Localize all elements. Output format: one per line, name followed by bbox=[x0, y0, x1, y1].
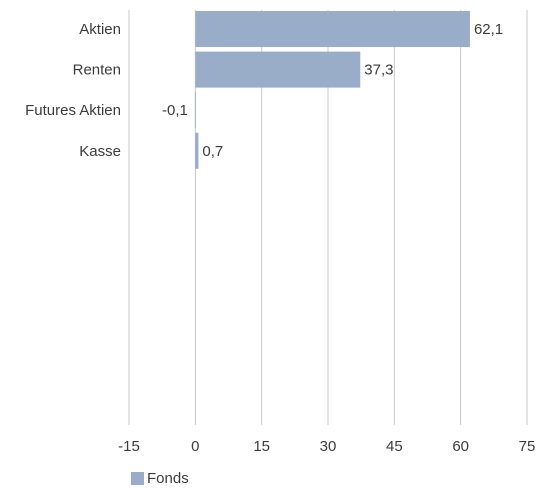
bar bbox=[194, 92, 196, 129]
data-label: 62,1 bbox=[474, 21, 503, 38]
bars bbox=[194, 11, 470, 169]
x-tick-label: 75 bbox=[519, 438, 536, 455]
x-tick-label: 15 bbox=[253, 438, 270, 455]
data-label: 0,7 bbox=[202, 143, 223, 160]
category-label: Renten bbox=[73, 62, 121, 79]
category-labels: Aktien Renten Futures Aktien Kasse bbox=[25, 21, 121, 160]
category-label: Aktien bbox=[79, 21, 121, 38]
legend-swatch bbox=[131, 472, 144, 485]
legend: Fonds bbox=[131, 470, 189, 487]
category-label: Futures Aktien bbox=[25, 102, 121, 119]
x-tick-label: 0 bbox=[191, 438, 199, 455]
category-label: Kasse bbox=[79, 143, 121, 160]
bar bbox=[195, 132, 199, 169]
legend-label: Fonds bbox=[147, 470, 189, 487]
x-tick-label: 45 bbox=[386, 438, 403, 455]
x-tick-label: -15 bbox=[118, 438, 140, 455]
x-tick-labels: -15 0 15 30 45 60 75 bbox=[118, 438, 535, 455]
bar bbox=[195, 11, 470, 47]
x-tick-label: 60 bbox=[452, 438, 469, 455]
data-labels: 62,1 37,3 -0,1 0,7 bbox=[162, 21, 503, 160]
bar bbox=[195, 51, 361, 88]
x-tick-label: 30 bbox=[320, 438, 337, 455]
data-label: -0,1 bbox=[162, 102, 188, 119]
data-label: 37,3 bbox=[364, 62, 393, 79]
